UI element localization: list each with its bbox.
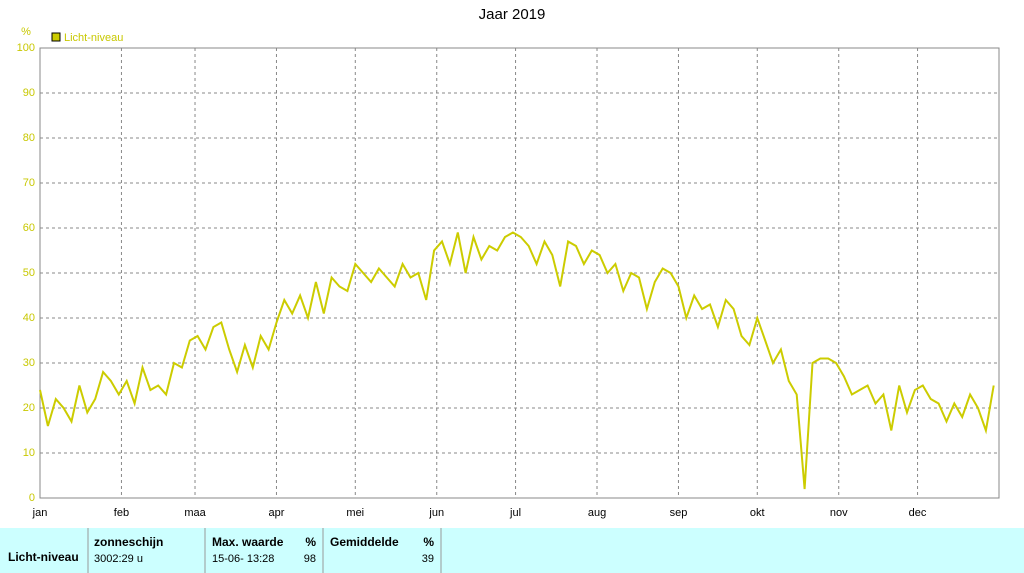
y-tick-label: 40 [23,312,35,324]
x-tick-label: nov [830,507,848,519]
y-tick-label: 80 [23,132,35,144]
x-tick-label: jan [32,507,48,519]
x-tick-label: jun [428,507,444,519]
x-tick-label: feb [114,507,129,519]
col-header: zonneschijn [94,535,163,549]
y-tick-label: 100 [17,42,35,54]
y-tick-label: 60 [23,222,35,234]
col-unit: % [305,535,316,549]
axes: 0 10 20 30 40 50 60 70 80 90 100 jan feb maa apr mei jun… [17,42,999,519]
y-tick-label: 10 [23,447,35,459]
x-tick-label: apr [269,507,285,519]
cell: 3002:29 u [94,553,143,565]
y-tick-label: 20 [23,402,35,414]
col-unit: % [423,535,434,549]
x-tick-label: sep [670,507,688,519]
data-line [39,231,995,490]
chart-title: Jaar 2019 [479,6,546,23]
x-tick-label: dec [909,507,927,519]
cell: 98 [304,553,316,565]
y-tick-label: 30 [23,357,35,369]
cell: 15-06- 13:28 [212,553,274,565]
x-tick-label: mei [346,507,364,519]
col-header: Max. waarde [212,535,284,549]
y-tick-label: 70 [23,177,35,189]
x-tick-label: okt [750,507,765,519]
summary-table [0,528,1024,573]
y-tick-label: 50 [23,267,35,279]
x-tick-label: maa [184,507,206,519]
plot-area [39,47,1000,499]
y-tick-label: 0 [29,492,35,504]
x-tick-label: jul [509,507,521,519]
row-label: Licht-niveau [8,550,79,564]
cell: 39 [422,553,434,565]
legend-label: Licht-niveau [64,32,123,44]
y-unit: % [21,26,31,38]
y-tick-label: 90 [23,87,35,99]
x-tick-label: aug [588,507,606,519]
col-header: Gemiddelde [330,535,399,549]
legend-swatch [51,32,61,42]
